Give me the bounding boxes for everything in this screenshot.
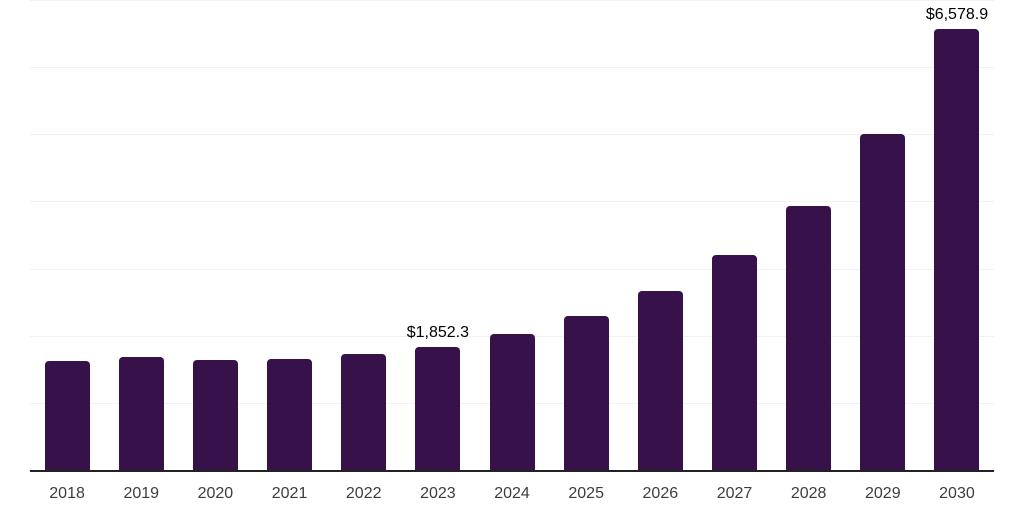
bar-slot-2028 <box>772 1 846 471</box>
x-tick-label-2022: 2022 <box>345 485 382 502</box>
bar-2028[interactable] <box>786 205 832 471</box>
gridline-5000 <box>30 134 994 136</box>
bar-2021[interactable] <box>267 358 313 471</box>
bar-slot-2029 <box>846 1 920 471</box>
bar-2030[interactable] <box>934 29 980 471</box>
bar-slot-2019 <box>104 1 178 471</box>
x-tick-label-2020: 2020 <box>197 485 234 502</box>
bar-slot-2030: $6,578.9 <box>920 1 994 471</box>
bar-slot-2022 <box>327 1 401 471</box>
x-tick-label-2023: 2023 <box>420 485 456 502</box>
bar-2025[interactable] <box>563 315 609 471</box>
bar-slot-2026 <box>623 1 697 471</box>
gridline-4000 <box>30 201 994 203</box>
x-axis-labels: 2018 2019 2020 2021 2022 2023 2024 2025 2026 2027… <box>30 484 994 504</box>
bar-2022[interactable] <box>341 354 387 471</box>
bar-slot-2020 <box>178 1 252 471</box>
x-axis-line <box>30 470 994 472</box>
bar-slot-2023: $1,852.3 <box>401 1 475 471</box>
x-tick-label-2021: 2021 <box>271 485 308 502</box>
bar-2029[interactable] <box>860 133 906 471</box>
data-label-2023: $1,852.3 <box>406 323 469 341</box>
bars-row: $1,852.3 $6,578.9 <box>30 1 994 471</box>
x-tick-label-2025: 2025 <box>568 485 604 502</box>
x-tick-label-2027: 2027 <box>716 485 753 502</box>
bar-2018[interactable] <box>44 361 90 471</box>
data-label-2030: $6,578.9 <box>925 6 989 24</box>
bar-2020[interactable] <box>192 359 238 471</box>
gridline-6000 <box>30 67 994 69</box>
x-tick-label-2024: 2024 <box>494 485 530 502</box>
x-tick-label-2026: 2026 <box>642 485 679 502</box>
x-tick-label-2028: 2028 <box>790 485 827 502</box>
bar-2023[interactable] <box>415 346 461 471</box>
bar-slot-2027 <box>697 1 771 471</box>
x-tick-label-2029: 2029 <box>865 485 901 502</box>
gridline-3000 <box>30 268 994 270</box>
x-tick-label-2018: 2018 <box>49 485 85 502</box>
x-tick-label-2019: 2019 <box>123 485 160 502</box>
gridline-7000 <box>30 0 994 1</box>
bar-slot-2025 <box>549 1 623 471</box>
bar-2019[interactable] <box>118 356 164 471</box>
plot-area: $1,852.3 $6,578.9 <box>30 0 994 471</box>
x-tick-label-2030: 2030 <box>939 485 975 502</box>
bar-2024[interactable] <box>489 334 535 471</box>
bar-slot-2024 <box>475 1 549 471</box>
bar-slot-2021 <box>252 1 326 471</box>
bar-slot-2018 <box>30 1 104 471</box>
bar-2027[interactable] <box>711 254 757 471</box>
bar-2026[interactable] <box>637 291 683 471</box>
